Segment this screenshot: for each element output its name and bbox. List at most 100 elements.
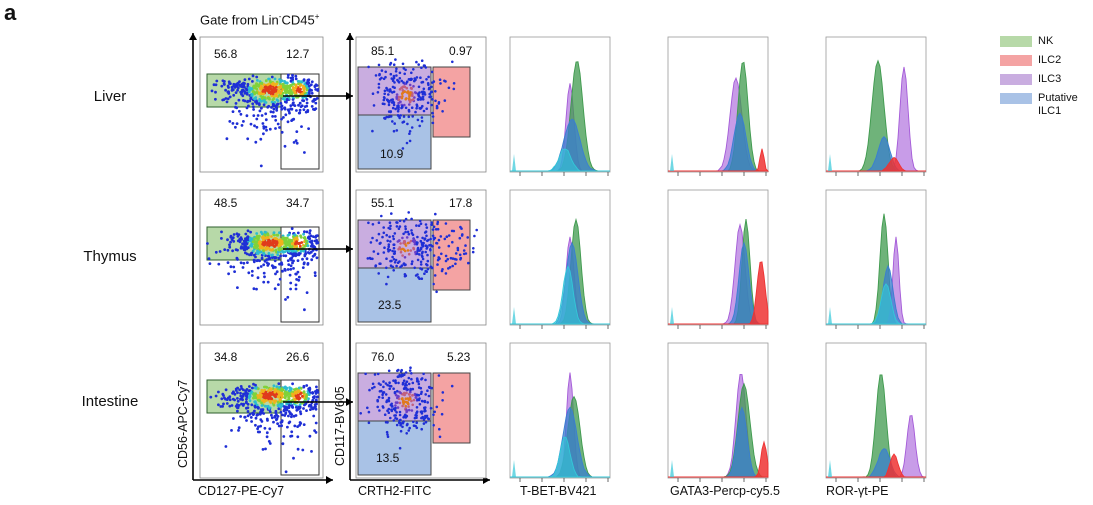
- flow2-event-2: [438, 435, 442, 439]
- flow2-event-0: [407, 97, 411, 101]
- flow1-gate-ilc-0: [280, 73, 320, 170]
- flow1-event-1: [255, 251, 259, 255]
- flow1-event-0: [273, 115, 277, 118]
- legend-label-ilc3: ILC3: [1038, 73, 1062, 85]
- flow2-event-1: [389, 259, 392, 263]
- flow2-event-1: [419, 263, 423, 266]
- flow2-event-0: [385, 115, 388, 119]
- flow2-event-1: [437, 256, 441, 259]
- flow2-event-1: [388, 221, 392, 224]
- flow2-event-2: [418, 397, 421, 400]
- flow2-event-0: [420, 66, 423, 69]
- hist-frame-0-1: [509, 189, 611, 326]
- flow2-event-1: [369, 257, 373, 261]
- hist-peak-ilc2-1-1: [668, 261, 769, 325]
- flow1-event-0: [280, 130, 284, 134]
- flow1-event-1: [291, 249, 294, 253]
- flow2-event-1: [392, 258, 396, 261]
- flow1-event-2: [261, 448, 265, 451]
- flow1-event-0: [222, 98, 226, 101]
- flow2-event-1: [455, 258, 458, 261]
- flow2-event-2: [400, 368, 404, 372]
- flow1-event-1: [236, 258, 239, 261]
- flow2-event-1: [386, 275, 390, 279]
- flow2-event-1: [413, 266, 417, 270]
- flow2-event-2: [407, 429, 411, 432]
- flow1-event-0: [297, 111, 301, 115]
- flow2-event-0: [419, 76, 422, 79]
- flow1-event-0: [254, 140, 258, 144]
- flow1-event-1: [296, 231, 300, 235]
- flow1-event-2: [301, 394, 304, 398]
- flow1-event-0: [316, 88, 320, 91]
- flow1-event-0: [251, 89, 255, 93]
- flow2-event-1: [386, 239, 390, 243]
- flow2-event-1: [473, 234, 476, 238]
- flow2-event-1: [382, 231, 386, 235]
- flow2-event-1: [399, 250, 403, 254]
- flow1-event-2: [289, 434, 292, 438]
- flow1-event-1: [232, 265, 236, 269]
- flow2-event-2: [397, 381, 400, 385]
- flow2-event-2: [387, 399, 391, 403]
- flow1-event-1: [228, 245, 232, 249]
- flow2-event-0: [409, 78, 412, 82]
- hist-frame-1-0: [667, 36, 769, 173]
- flow2-event-0: [385, 86, 388, 90]
- flow2-event-1: [444, 222, 448, 225]
- flow1-event-2: [278, 386, 281, 389]
- flow2-event-2: [398, 446, 402, 450]
- flow1-event-2: [253, 405, 257, 409]
- flow1-event-1: [246, 246, 250, 250]
- flow1-event-2: [315, 395, 319, 399]
- flow1-event-2: [309, 408, 312, 411]
- flow2-event-0: [377, 86, 381, 89]
- flow2-event-2: [408, 393, 411, 396]
- flow2-event-1: [391, 235, 395, 238]
- flow2-event-0: [401, 147, 405, 150]
- flow1-event-0: [301, 99, 304, 102]
- flow2-event-0: [444, 80, 447, 83]
- flow2-event-1: [406, 241, 410, 245]
- flow1-event-0: [236, 88, 240, 92]
- flow2-event-1: [375, 239, 379, 242]
- flow1-event-2: [256, 427, 259, 431]
- flow2-event-2: [366, 406, 369, 410]
- flow1-gate-arrow-2-head: [346, 398, 353, 406]
- flow2-event-0: [430, 103, 433, 107]
- flow1-event-1: [308, 251, 311, 255]
- flow2-event-2: [410, 372, 413, 375]
- flow2-event-1: [398, 219, 402, 222]
- flow2-event-2: [407, 382, 411, 386]
- flow1-event-2: [254, 386, 258, 390]
- flow1-event-1: [253, 237, 256, 241]
- flow2-event-2: [405, 408, 408, 412]
- flow2-event-2: [397, 421, 401, 425]
- flow2-event-0: [402, 67, 406, 70]
- pct-liver-p2-bl: 10.9: [380, 147, 404, 161]
- flow1-event-2: [248, 399, 252, 402]
- legend-swatch-ilc1: [1000, 93, 1032, 104]
- flow2-event-2: [415, 426, 419, 430]
- flow1-event-1: [315, 240, 319, 244]
- flow2-event-1: [449, 256, 453, 260]
- flow1-event-1: [239, 261, 243, 265]
- flow1-event-2: [288, 388, 292, 392]
- flow1-event-1: [256, 238, 260, 242]
- flow2-event-1: [398, 246, 402, 250]
- flow1-event-0: [278, 126, 281, 129]
- flow1-event-0: [288, 92, 292, 95]
- flow2-event-1: [403, 273, 407, 276]
- flow2-event-0: [432, 80, 436, 83]
- flow2-event-1: [394, 258, 398, 262]
- flow2-event-2: [441, 399, 444, 402]
- flow2-event-2: [417, 382, 421, 386]
- flow2-event-2: [359, 412, 363, 415]
- flow2-event-2: [395, 411, 398, 414]
- flow1-event-0: [292, 117, 296, 121]
- pct-thymus-p1-tr: 34.7: [286, 196, 310, 210]
- flow2-event-1: [407, 211, 411, 214]
- flow2-event-0: [431, 98, 434, 101]
- flow2-event-0: [398, 116, 402, 120]
- flow1-event-0: [255, 87, 259, 91]
